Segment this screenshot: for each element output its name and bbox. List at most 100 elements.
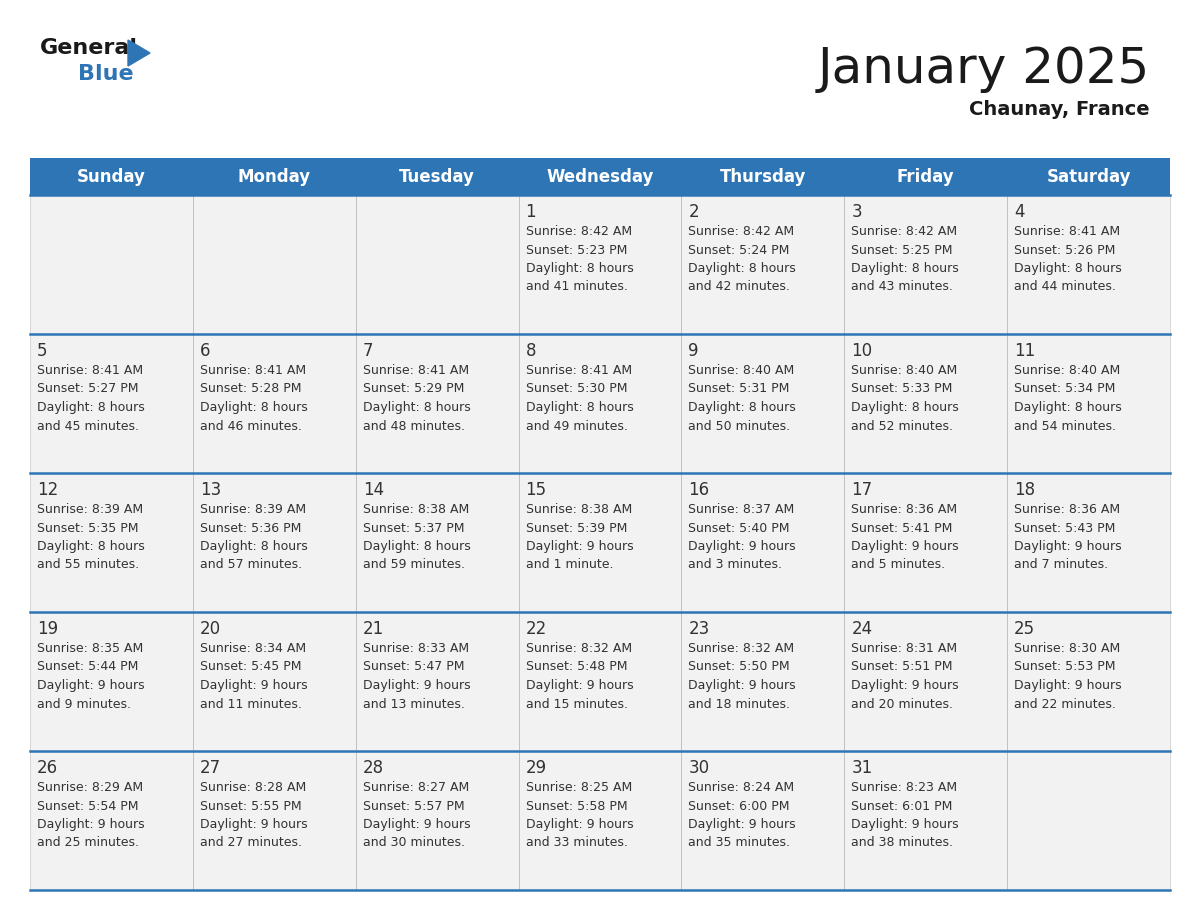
Text: Sunrise: 8:36 AM
Sunset: 5:43 PM
Daylight: 9 hours
and 7 minutes.: Sunrise: 8:36 AM Sunset: 5:43 PM Dayligh… — [1015, 503, 1121, 572]
Text: 28: 28 — [362, 759, 384, 777]
Text: 4: 4 — [1015, 203, 1024, 221]
Text: 3: 3 — [852, 203, 862, 221]
Text: 18: 18 — [1015, 481, 1035, 499]
Text: Thursday: Thursday — [720, 167, 805, 185]
Text: Sunrise: 8:36 AM
Sunset: 5:41 PM
Daylight: 9 hours
and 5 minutes.: Sunrise: 8:36 AM Sunset: 5:41 PM Dayligh… — [852, 503, 959, 572]
Bar — [1007, 612, 1170, 751]
Bar — [30, 195, 192, 334]
Text: Sunrise: 8:30 AM
Sunset: 5:53 PM
Daylight: 9 hours
and 22 minutes.: Sunrise: 8:30 AM Sunset: 5:53 PM Dayligh… — [1015, 642, 1121, 711]
Text: 10: 10 — [852, 342, 872, 360]
Text: Sunrise: 8:41 AM
Sunset: 5:29 PM
Daylight: 8 hours
and 48 minutes.: Sunrise: 8:41 AM Sunset: 5:29 PM Dayligh… — [362, 364, 470, 432]
Bar — [845, 751, 1007, 890]
Text: 27: 27 — [200, 759, 221, 777]
Bar — [519, 473, 682, 612]
Bar — [682, 473, 845, 612]
Text: 17: 17 — [852, 481, 872, 499]
Text: Sunrise: 8:24 AM
Sunset: 6:00 PM
Daylight: 9 hours
and 35 minutes.: Sunrise: 8:24 AM Sunset: 6:00 PM Dayligh… — [688, 781, 796, 849]
Text: 5: 5 — [37, 342, 48, 360]
Bar — [519, 334, 682, 473]
Text: 24: 24 — [852, 620, 872, 638]
Text: 23: 23 — [688, 620, 709, 638]
Text: 12: 12 — [37, 481, 58, 499]
Text: Sunrise: 8:23 AM
Sunset: 6:01 PM
Daylight: 9 hours
and 38 minutes.: Sunrise: 8:23 AM Sunset: 6:01 PM Dayligh… — [852, 781, 959, 849]
Bar — [355, 195, 519, 334]
Bar — [30, 334, 192, 473]
Polygon shape — [128, 40, 150, 66]
Text: Sunrise: 8:28 AM
Sunset: 5:55 PM
Daylight: 9 hours
and 27 minutes.: Sunrise: 8:28 AM Sunset: 5:55 PM Dayligh… — [200, 781, 308, 849]
Text: Sunrise: 8:41 AM
Sunset: 5:27 PM
Daylight: 8 hours
and 45 minutes.: Sunrise: 8:41 AM Sunset: 5:27 PM Dayligh… — [37, 364, 145, 432]
Text: 8: 8 — [525, 342, 536, 360]
Text: 29: 29 — [525, 759, 546, 777]
Bar — [192, 195, 355, 334]
Text: Tuesday: Tuesday — [399, 167, 475, 185]
Text: Sunrise: 8:32 AM
Sunset: 5:48 PM
Daylight: 9 hours
and 15 minutes.: Sunrise: 8:32 AM Sunset: 5:48 PM Dayligh… — [525, 642, 633, 711]
Bar — [30, 612, 192, 751]
Bar — [355, 334, 519, 473]
Text: 13: 13 — [200, 481, 221, 499]
Bar — [519, 195, 682, 334]
Text: 11: 11 — [1015, 342, 1036, 360]
Text: Sunrise: 8:25 AM
Sunset: 5:58 PM
Daylight: 9 hours
and 33 minutes.: Sunrise: 8:25 AM Sunset: 5:58 PM Dayligh… — [525, 781, 633, 849]
Bar — [682, 195, 845, 334]
Text: Sunrise: 8:42 AM
Sunset: 5:25 PM
Daylight: 8 hours
and 43 minutes.: Sunrise: 8:42 AM Sunset: 5:25 PM Dayligh… — [852, 225, 959, 294]
Text: Sunrise: 8:32 AM
Sunset: 5:50 PM
Daylight: 9 hours
and 18 minutes.: Sunrise: 8:32 AM Sunset: 5:50 PM Dayligh… — [688, 642, 796, 711]
Text: Sunrise: 8:31 AM
Sunset: 5:51 PM
Daylight: 9 hours
and 20 minutes.: Sunrise: 8:31 AM Sunset: 5:51 PM Dayligh… — [852, 642, 959, 711]
Bar — [192, 612, 355, 751]
Text: Sunrise: 8:38 AM
Sunset: 5:39 PM
Daylight: 9 hours
and 1 minute.: Sunrise: 8:38 AM Sunset: 5:39 PM Dayligh… — [525, 503, 633, 572]
Bar — [355, 612, 519, 751]
Text: 6: 6 — [200, 342, 210, 360]
Text: Sunday: Sunday — [77, 167, 146, 185]
Text: Blue: Blue — [78, 64, 133, 84]
Bar — [682, 334, 845, 473]
Text: Sunrise: 8:40 AM
Sunset: 5:33 PM
Daylight: 8 hours
and 52 minutes.: Sunrise: 8:40 AM Sunset: 5:33 PM Dayligh… — [852, 364, 959, 432]
Text: Sunrise: 8:41 AM
Sunset: 5:28 PM
Daylight: 8 hours
and 46 minutes.: Sunrise: 8:41 AM Sunset: 5:28 PM Dayligh… — [200, 364, 308, 432]
Text: 22: 22 — [525, 620, 546, 638]
Bar — [192, 473, 355, 612]
Text: Sunrise: 8:41 AM
Sunset: 5:30 PM
Daylight: 8 hours
and 49 minutes.: Sunrise: 8:41 AM Sunset: 5:30 PM Dayligh… — [525, 364, 633, 432]
Bar — [1007, 473, 1170, 612]
Text: 31: 31 — [852, 759, 872, 777]
Text: Sunrise: 8:34 AM
Sunset: 5:45 PM
Daylight: 9 hours
and 11 minutes.: Sunrise: 8:34 AM Sunset: 5:45 PM Dayligh… — [200, 642, 308, 711]
Bar — [30, 158, 1170, 195]
Text: Sunrise: 8:40 AM
Sunset: 5:31 PM
Daylight: 8 hours
and 50 minutes.: Sunrise: 8:40 AM Sunset: 5:31 PM Dayligh… — [688, 364, 796, 432]
Text: General: General — [40, 38, 138, 58]
Text: 21: 21 — [362, 620, 384, 638]
Text: 15: 15 — [525, 481, 546, 499]
Bar — [30, 751, 192, 890]
Text: Saturday: Saturday — [1047, 167, 1131, 185]
Text: 9: 9 — [688, 342, 699, 360]
Bar — [192, 751, 355, 890]
Bar — [845, 473, 1007, 612]
Text: 26: 26 — [37, 759, 58, 777]
Bar — [192, 334, 355, 473]
Text: Monday: Monday — [238, 167, 311, 185]
Text: 2: 2 — [688, 203, 699, 221]
Text: Sunrise: 8:41 AM
Sunset: 5:26 PM
Daylight: 8 hours
and 44 minutes.: Sunrise: 8:41 AM Sunset: 5:26 PM Dayligh… — [1015, 225, 1121, 294]
Text: 25: 25 — [1015, 620, 1035, 638]
Bar — [682, 751, 845, 890]
Text: Sunrise: 8:39 AM
Sunset: 5:35 PM
Daylight: 8 hours
and 55 minutes.: Sunrise: 8:39 AM Sunset: 5:35 PM Dayligh… — [37, 503, 145, 572]
Text: 19: 19 — [37, 620, 58, 638]
Bar — [682, 612, 845, 751]
Text: Sunrise: 8:42 AM
Sunset: 5:23 PM
Daylight: 8 hours
and 41 minutes.: Sunrise: 8:42 AM Sunset: 5:23 PM Dayligh… — [525, 225, 633, 294]
Text: Friday: Friday — [897, 167, 954, 185]
Bar — [845, 195, 1007, 334]
Bar — [519, 612, 682, 751]
Text: Sunrise: 8:40 AM
Sunset: 5:34 PM
Daylight: 8 hours
and 54 minutes.: Sunrise: 8:40 AM Sunset: 5:34 PM Dayligh… — [1015, 364, 1121, 432]
Text: Sunrise: 8:27 AM
Sunset: 5:57 PM
Daylight: 9 hours
and 30 minutes.: Sunrise: 8:27 AM Sunset: 5:57 PM Dayligh… — [362, 781, 470, 849]
Bar — [845, 334, 1007, 473]
Bar — [1007, 334, 1170, 473]
Text: 14: 14 — [362, 481, 384, 499]
Text: Wednesday: Wednesday — [546, 167, 653, 185]
Bar — [519, 751, 682, 890]
Text: 30: 30 — [688, 759, 709, 777]
Text: Chaunay, France: Chaunay, France — [969, 100, 1150, 119]
Text: Sunrise: 8:35 AM
Sunset: 5:44 PM
Daylight: 9 hours
and 9 minutes.: Sunrise: 8:35 AM Sunset: 5:44 PM Dayligh… — [37, 642, 145, 711]
Bar — [30, 473, 192, 612]
Text: 7: 7 — [362, 342, 373, 360]
Text: January 2025: January 2025 — [817, 45, 1150, 93]
Bar — [1007, 195, 1170, 334]
Bar — [845, 612, 1007, 751]
Bar — [355, 473, 519, 612]
Text: Sunrise: 8:29 AM
Sunset: 5:54 PM
Daylight: 9 hours
and 25 minutes.: Sunrise: 8:29 AM Sunset: 5:54 PM Dayligh… — [37, 781, 145, 849]
